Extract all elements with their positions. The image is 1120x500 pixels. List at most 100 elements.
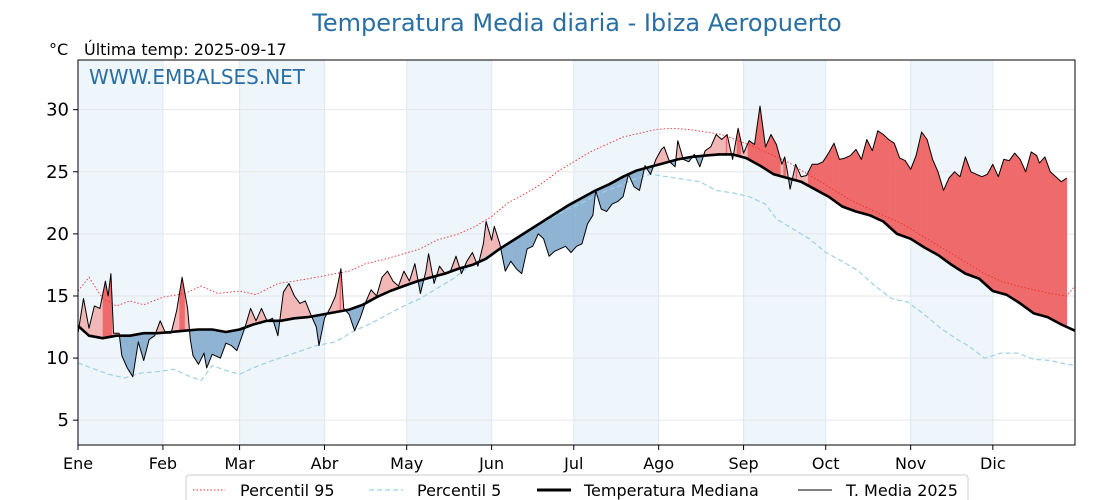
below-median-fill xyxy=(531,227,533,247)
above-median-fill xyxy=(776,144,779,176)
above-median-fill xyxy=(766,140,769,171)
above-median-fill xyxy=(866,139,869,215)
above-median-fill xyxy=(1002,159,1005,294)
above-median-fill xyxy=(775,141,777,176)
above-median-fill xyxy=(985,174,988,287)
below-median-fill xyxy=(520,234,523,274)
above-median-fill xyxy=(972,172,974,277)
above-median-fill xyxy=(173,316,176,332)
month-band xyxy=(78,60,163,445)
month-band xyxy=(239,60,325,445)
above-median-fill xyxy=(807,169,810,187)
above-median-fill xyxy=(413,263,416,283)
below-median-fill xyxy=(575,200,577,248)
below-median-fill xyxy=(549,216,551,257)
above-median-fill xyxy=(844,157,847,209)
grid-lines xyxy=(77,60,1075,445)
above-median-fill xyxy=(949,176,951,264)
below-median-fill xyxy=(580,197,583,245)
above-median-fill xyxy=(909,167,911,239)
above-median-fill xyxy=(743,150,746,158)
above-median-fill xyxy=(1021,162,1024,306)
above-median-fill xyxy=(805,175,807,185)
above-median-fill xyxy=(1048,168,1051,319)
above-median-fill xyxy=(850,154,853,211)
above-median-fill xyxy=(283,290,286,321)
above-median-fill xyxy=(996,173,999,293)
above-median-fill xyxy=(1039,161,1042,316)
below-median-fill xyxy=(551,214,554,254)
below-median-fill xyxy=(516,237,518,270)
above-median-fill xyxy=(859,156,862,214)
above-median-fill xyxy=(880,132,883,221)
above-median-fill xyxy=(809,167,811,187)
below-median-fill xyxy=(517,236,520,272)
above-median-fill xyxy=(1028,156,1031,311)
above-median-fill xyxy=(705,149,707,156)
above-median-fill xyxy=(966,160,969,275)
above-median-fill xyxy=(717,135,720,155)
below-median-fill xyxy=(543,220,546,244)
below-median-fill xyxy=(231,330,234,347)
below-median-fill xyxy=(205,329,208,368)
below-median-fill xyxy=(554,213,557,252)
above-median-fill xyxy=(723,137,725,155)
above-median-fill xyxy=(887,138,890,227)
above-median-fill xyxy=(955,173,958,269)
below-median-fill xyxy=(534,226,536,244)
below-median-fill xyxy=(561,208,564,249)
above-median-fill xyxy=(469,254,472,266)
above-median-fill xyxy=(879,131,881,221)
below-median-fill xyxy=(586,194,588,229)
above-median-fill xyxy=(725,134,728,155)
above-median-fill xyxy=(980,176,983,282)
x-tick-label: Ago xyxy=(643,454,674,473)
y-unit-label: °C xyxy=(49,40,68,59)
below-median-fill xyxy=(212,329,214,355)
above-median-fill xyxy=(257,314,260,324)
above-median-fill xyxy=(749,140,751,161)
above-median-fill xyxy=(471,252,473,266)
above-median-fill xyxy=(944,184,947,261)
above-median-fill xyxy=(371,289,373,301)
above-median-fill xyxy=(157,324,160,334)
below-median-fill xyxy=(121,335,124,359)
below-median-fill xyxy=(620,177,622,200)
above-median-fill xyxy=(386,271,388,293)
above-median-fill xyxy=(388,273,391,292)
above-median-fill xyxy=(958,175,961,271)
above-median-fill xyxy=(833,143,836,202)
below-median-fill xyxy=(528,229,531,249)
below-median-fill xyxy=(587,194,590,224)
above-median-fill xyxy=(969,168,972,276)
above-median-fill xyxy=(846,156,848,209)
below-median-fill xyxy=(505,244,507,272)
above-median-fill xyxy=(98,307,101,338)
below-median-fill xyxy=(542,220,544,239)
above-median-fill xyxy=(339,268,342,312)
y-tick-label: 30 xyxy=(46,100,69,121)
above-median-fill xyxy=(886,137,888,226)
above-median-fill xyxy=(1051,173,1054,321)
above-median-fill xyxy=(987,171,990,288)
below-median-fill xyxy=(529,228,532,248)
above-median-fill xyxy=(95,306,98,338)
above-median-fill xyxy=(864,144,866,215)
above-median-fill xyxy=(1006,159,1009,296)
above-median-fill xyxy=(1059,180,1062,325)
below-median-fill xyxy=(228,331,231,346)
legend-label-2025: T. Media 2025 xyxy=(845,481,958,500)
above-median-fill xyxy=(906,162,909,238)
above-median-fill xyxy=(858,154,861,213)
above-median-fill xyxy=(881,133,884,222)
above-median-fill xyxy=(999,168,1002,294)
above-median-fill xyxy=(998,172,1000,293)
above-median-fill xyxy=(953,171,955,267)
below-median-fill xyxy=(527,230,529,249)
above-median-fill xyxy=(928,144,931,251)
above-median-fill xyxy=(877,130,880,220)
above-median-fill xyxy=(384,272,387,294)
above-median-fill xyxy=(823,159,825,195)
below-median-fill xyxy=(195,329,198,363)
above-median-fill xyxy=(109,273,112,337)
